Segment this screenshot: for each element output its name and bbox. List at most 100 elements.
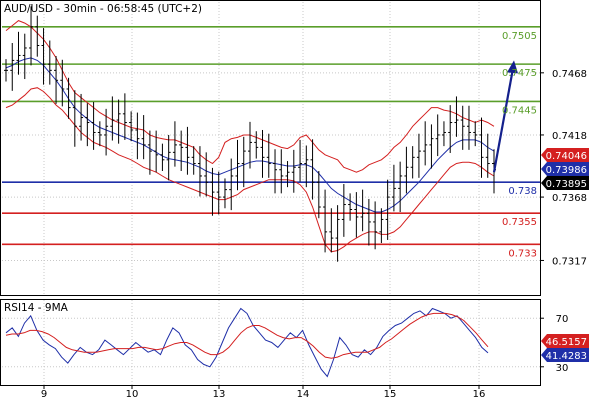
ohlc-bar	[222, 178, 227, 209]
price-box-bg	[541, 176, 589, 190]
ohlc-bar	[341, 184, 346, 237]
ohlc-bar	[22, 33, 27, 80]
ohlc-bar	[335, 205, 340, 262]
ohlc-bar	[416, 133, 421, 178]
rsi-y-tick-label: 70	[556, 314, 569, 325]
ohlc-bar	[454, 96, 459, 137]
ohlc-bar	[360, 189, 365, 232]
ohlc-bar	[379, 208, 384, 244]
ohlc-bar	[316, 170, 321, 219]
ohlc-bar	[191, 146, 196, 175]
rsi-value-box: 41.4283	[541, 348, 589, 362]
ohlc-bar	[323, 189, 328, 253]
ohlc-bar	[204, 152, 209, 197]
x-tick-label: 10	[126, 389, 139, 400]
rsi-panel-title: RSI14 - 9MA	[4, 302, 69, 314]
ohlc-bar	[4, 59, 8, 82]
ohlc-bar	[373, 201, 378, 250]
forecast-arrow-shaft	[492, 68, 515, 173]
forecast-arrow-head	[507, 60, 518, 74]
ohlc-bar	[135, 112, 140, 160]
ohlc-bar	[279, 149, 284, 194]
ohlc-bar	[241, 136, 246, 188]
ohlc-bar	[254, 131, 259, 159]
ohlc-bar	[197, 146, 202, 197]
price-y-tick-label: 0.7368	[552, 193, 587, 204]
rsi-9ma-line	[5, 312, 489, 359]
x-tick-label: 9	[41, 389, 47, 400]
ohlc-bar	[129, 111, 134, 142]
ohlc-bar	[466, 105, 471, 150]
rsi-value-box-bg	[541, 334, 589, 348]
ohlc-bar	[354, 192, 359, 238]
price-box-label: 0.73986	[546, 165, 587, 176]
ohlc-bar	[273, 149, 278, 194]
x-tick-label: 14	[297, 389, 310, 400]
ohlc-bar	[410, 146, 415, 179]
ohlc-bar	[435, 114, 440, 157]
ohlc-bar	[79, 93, 84, 141]
ohlc-bar	[404, 146, 409, 194]
ohlc-bar	[229, 158, 234, 211]
ohlc-bar	[291, 149, 296, 193]
price-box-label: 0.74046	[546, 151, 587, 162]
price-y-tick-label: 0.7418	[552, 131, 587, 142]
price-y-tick-label: 0.7468	[552, 69, 587, 80]
ohlc-bar	[166, 134, 171, 181]
rsi-value-box-bg	[541, 348, 589, 362]
ohlc-bar	[398, 161, 403, 212]
ohlc-bar	[216, 171, 221, 215]
ohlc-bar	[97, 121, 102, 147]
ohlc-bar	[423, 121, 428, 166]
ohlc-bar	[60, 59, 65, 107]
rsi-panel-frame	[0, 299, 541, 386]
ohlc-bar	[154, 130, 159, 173]
ohlc-bar	[141, 115, 146, 160]
ohlc-bar	[172, 121, 177, 167]
ohlc-bar	[66, 77, 71, 119]
ohlc-bar	[72, 90, 77, 147]
price-box: 0.74046	[541, 148, 589, 162]
ohlc-bar	[298, 139, 303, 182]
price-y-tick-label: 0.7317	[552, 256, 587, 267]
ohlc-bar	[47, 40, 52, 85]
ohlc-bar	[260, 129, 265, 178]
ohlc-bar	[235, 139, 240, 191]
rsi-value-box: 46.5157	[541, 334, 589, 348]
x-tick-label: 13	[213, 389, 226, 400]
ohlc-bar	[310, 139, 315, 200]
ohlc-bar	[391, 164, 396, 212]
ohlc-bar	[473, 121, 478, 147]
ohlc-bar	[448, 105, 453, 153]
ohlc-bar	[35, 15, 40, 57]
price-box-bg	[541, 148, 589, 162]
ohlc-bar	[441, 121, 446, 147]
ohlc-bar	[479, 117, 484, 178]
support-level-label: 0.733	[508, 248, 537, 259]
ohlc-bar	[179, 130, 184, 171]
ohlc-bar	[29, 6, 34, 66]
ohlc-bar	[41, 28, 46, 85]
price-box-bg	[541, 162, 589, 176]
ohlc-bar	[122, 93, 127, 140]
price-box: 0.73986	[541, 162, 589, 176]
ohlc-bar	[16, 31, 21, 75]
ohlc-bar	[485, 133, 490, 178]
pivot-level-label: 0.738	[508, 186, 537, 197]
ohlc-bar	[10, 43, 15, 91]
ohlc-bar	[248, 121, 252, 169]
ohlc-bar	[429, 124, 434, 169]
ohlc-bar	[329, 208, 334, 253]
x-tick-label: 15	[384, 389, 397, 400]
ohlc-bar	[366, 198, 371, 246]
ohlc-bar	[116, 99, 121, 144]
support-level-label: 0.7355	[502, 217, 537, 228]
ohlc-bar	[147, 130, 152, 175]
ohlc-bar	[266, 133, 271, 178]
price-box-label: 0.73895	[546, 179, 587, 190]
rsi-value-box-label: 41.4283	[546, 351, 587, 362]
price-box: 0.73895	[541, 176, 589, 190]
ohlc-bar	[54, 56, 59, 104]
